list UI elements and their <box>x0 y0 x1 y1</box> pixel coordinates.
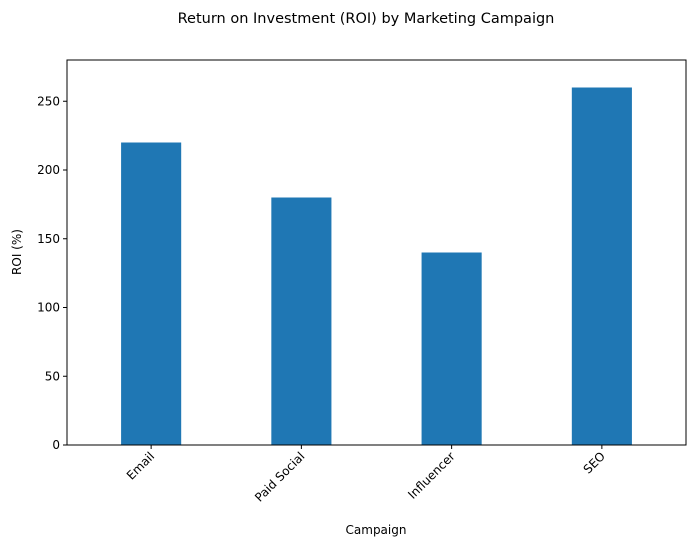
bar-paid-social <box>271 197 332 445</box>
plot-area: 0 50 100 150 200 250 Email Paid Social Influence… <box>37 59 687 505</box>
x-tick-label: Paid Social <box>252 449 307 504</box>
axes-frame <box>66 59 687 446</box>
bar-seo <box>571 87 632 445</box>
chart-title: Return on Investment (ROI) by Marketing … <box>178 11 555 27</box>
y-tick-label: 200 <box>37 163 60 177</box>
y-axis-label: ROI (%) <box>10 229 24 275</box>
x-tick-label: Email <box>124 449 157 482</box>
y-tick-label: 50 <box>45 369 60 383</box>
x-axis-label: Campaign <box>346 523 407 537</box>
x-tick-label: SEO <box>581 449 608 476</box>
bar-influencer <box>421 252 482 445</box>
y-tick-label: 100 <box>37 301 60 315</box>
bar-email <box>121 142 182 445</box>
y-tick-label: 250 <box>37 94 60 108</box>
x-tick-label: Influencer <box>405 449 458 502</box>
y-tick-label: 0 <box>52 438 60 452</box>
y-tick-label: 150 <box>37 232 60 246</box>
